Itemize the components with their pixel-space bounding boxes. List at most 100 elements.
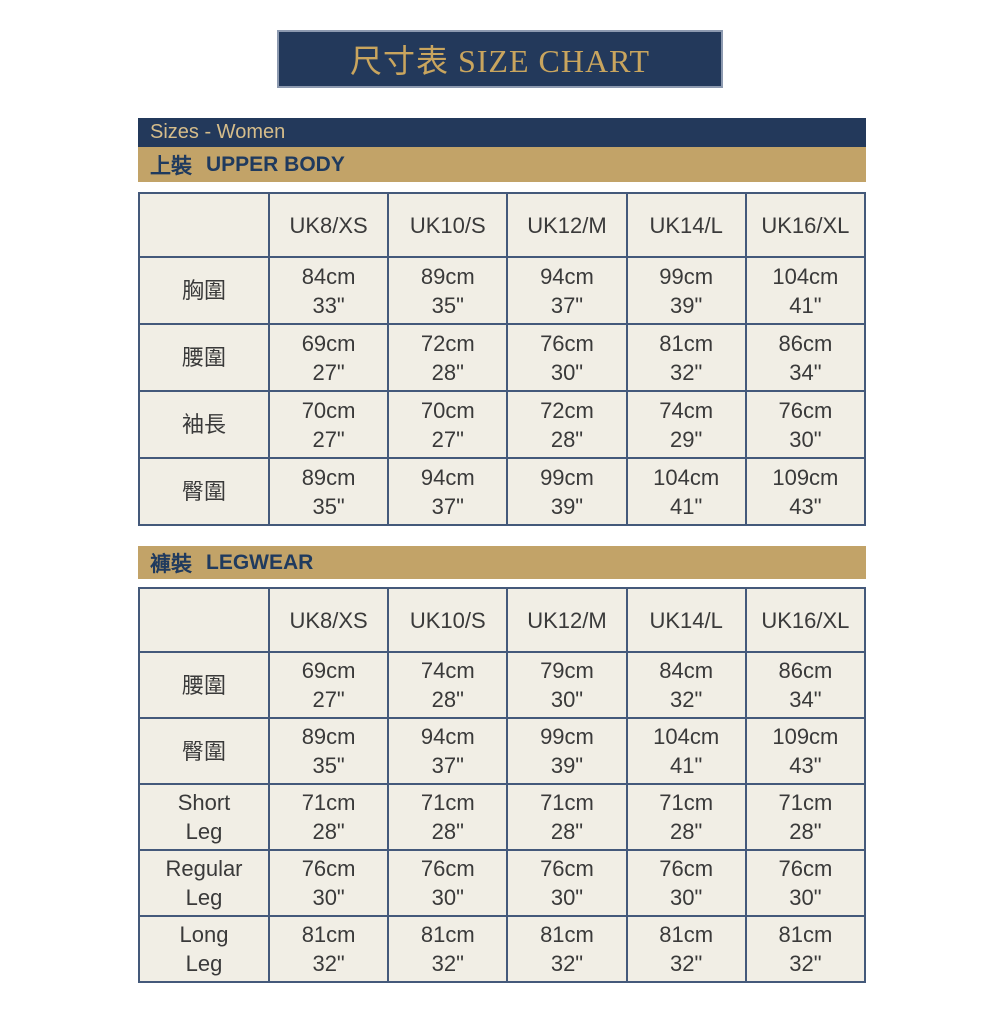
inch-value: 28" (789, 819, 822, 844)
row-label: 胸圍 (138, 256, 270, 325)
cm-value: 86cm (778, 658, 833, 683)
inch-value: 28" (431, 687, 464, 712)
measurement-row: 腰圍 69cm 27" 74cm 28" 79cm 30" 84cm 32" 86cm 34" (138, 651, 867, 719)
inch-value: 28" (550, 426, 584, 452)
measurement-row: 袖長 70cm 27" 70cm 27" 72cm 28" 74cm 29" 76cm 30" (138, 390, 867, 459)
inch-value: 28" (550, 819, 584, 844)
measurement-cell: 70cm 27" (387, 390, 509, 459)
cm-value: 89cm (301, 464, 356, 490)
measurement-cell: 99cm 39" (506, 457, 628, 526)
measurement-row: 臀圍 89cm 35" 94cm 37" 99cm 39" 104cm 41" 109cm 43" (138, 717, 867, 785)
cm-value: 81cm (540, 922, 594, 947)
measurement-cell: 81cm 32" (267, 915, 390, 983)
inch-value: 27" (312, 687, 345, 712)
measurement-cell: 71cm 28" (744, 783, 867, 851)
cm-value: 89cm (301, 724, 356, 749)
measurement-cell: 89cm 35" (267, 457, 390, 526)
cm-value: 72cm (420, 330, 475, 356)
inch-value: 27" (431, 426, 464, 452)
cm-value: 71cm (540, 790, 594, 815)
size-column-header: UK10/S (387, 192, 509, 258)
cm-value: 69cm (301, 658, 356, 683)
measurement-cell: 76cm 30" (506, 849, 628, 917)
measurement-cell: 79cm 30" (506, 651, 628, 719)
inch-value: 32" (789, 951, 822, 976)
corner-cell (138, 192, 270, 258)
measurement-cell: 72cm 28" (506, 390, 628, 459)
section-header-legwear: 褲裝 LEGWEAR (138, 546, 866, 579)
section-header-sizes-women: Sizes - Women (138, 118, 866, 147)
measurement-row: 腰圍 69cm 27" 72cm 28" 76cm 30" 81cm 32" 86cm 34" (138, 323, 867, 392)
inch-value: 39" (550, 493, 584, 519)
measurement-cell: 71cm 28" (625, 783, 747, 851)
cm-value: 109cm (772, 464, 839, 490)
measurement-cell: 69cm 27" (267, 651, 390, 719)
measurement-row: Short Leg 71cm 28" 71cm 28" 71cm 28" 71cm 28" 71cm… (138, 783, 867, 851)
measurement-cell: 94cm 37" (387, 717, 509, 785)
measurement-cell: 104cm 41" (625, 717, 747, 785)
cm-value: 71cm (301, 790, 356, 815)
measurement-cell: 99cm 39" (506, 717, 628, 785)
measurement-cell: 81cm 32" (625, 915, 747, 983)
cm-value: 74cm (659, 397, 714, 423)
cm-value: 89cm (420, 263, 475, 289)
inch-value: 32" (312, 951, 345, 976)
measurement-cell: 76cm 30" (625, 849, 747, 917)
inch-value: 32" (550, 951, 584, 976)
size-chart-page: 尺寸表 SIZE CHART Sizes - Women 上裝 UPPER BO… (0, 30, 1000, 983)
inch-value: 39" (550, 753, 584, 778)
cm-value: 69cm (301, 330, 356, 356)
inch-value: 37" (431, 493, 464, 519)
cm-value: 70cm (301, 397, 356, 423)
upper-body-en-label: UPPER BODY (206, 152, 345, 176)
inch-value: 30" (431, 885, 464, 910)
inch-value: 27" (312, 426, 345, 452)
measurement-cell: 86cm 34" (744, 651, 867, 719)
size-column-header: UK10/S (387, 587, 509, 653)
measurement-row: 胸圍 84cm 33" 89cm 35" 94cm 37" 99cm 39" 104cm 41" (138, 256, 867, 325)
cm-value: 71cm (778, 790, 833, 815)
inch-value: 43" (789, 753, 822, 778)
measurement-cell: 81cm 32" (625, 323, 747, 392)
measurement-cell: 89cm 35" (387, 256, 509, 325)
measurement-cell: 89cm 35" (267, 717, 390, 785)
inch-value: 28" (670, 819, 703, 844)
measurement-cell: 104cm 41" (744, 256, 867, 325)
sizes-women-label: Sizes - Women (150, 121, 286, 143)
size-column-header: UK16/XL (744, 587, 867, 653)
cm-value: 104cm (653, 464, 720, 490)
row-label: Regular Leg (138, 849, 270, 917)
cm-value: 81cm (659, 330, 714, 356)
upper-body-cjk-label: 上裝 (150, 154, 192, 178)
row-label: Short Leg (138, 783, 270, 851)
measurement-cell: 109cm 43" (744, 457, 867, 526)
inch-value: 28" (431, 819, 464, 844)
legwear-en-label: LEGWEAR (206, 550, 314, 574)
cm-value: 72cm (540, 397, 594, 423)
cm-value: 94cm (420, 464, 475, 490)
size-header-row: UK8/XS UK10/S UK12/M UK14/L UK16/XL (138, 587, 867, 653)
title-banner: 尺寸表 SIZE CHART (277, 30, 723, 88)
inch-value: 30" (550, 359, 584, 385)
legwear-cjk-label: 褲裝 (150, 552, 192, 576)
inch-value: 41" (670, 493, 703, 519)
cm-value: 86cm (778, 330, 833, 356)
inch-value: 39" (670, 292, 703, 318)
inch-value: 41" (670, 753, 703, 778)
inch-value: 30" (789, 426, 822, 452)
inch-value: 37" (431, 753, 464, 778)
inch-value: 32" (670, 359, 703, 385)
measurement-cell: 71cm 28" (506, 783, 628, 851)
chart-content: Sizes - Women 上裝 UPPER BODY UK8/XS UK10/S… (138, 118, 867, 983)
cm-value: 109cm (772, 724, 839, 749)
cm-value: 81cm (659, 922, 714, 947)
size-column-header: UK14/L (625, 192, 747, 258)
measurement-cell: 76cm 30" (744, 390, 867, 459)
cm-value: 84cm (301, 263, 356, 289)
section-header-upper-body: 上裝 UPPER BODY (138, 147, 866, 182)
cm-value: 74cm (420, 658, 475, 683)
inch-value: 30" (550, 885, 584, 910)
row-label: 腰圍 (138, 651, 270, 719)
cm-value: 99cm (659, 263, 714, 289)
measurement-cell: 94cm 37" (387, 457, 509, 526)
